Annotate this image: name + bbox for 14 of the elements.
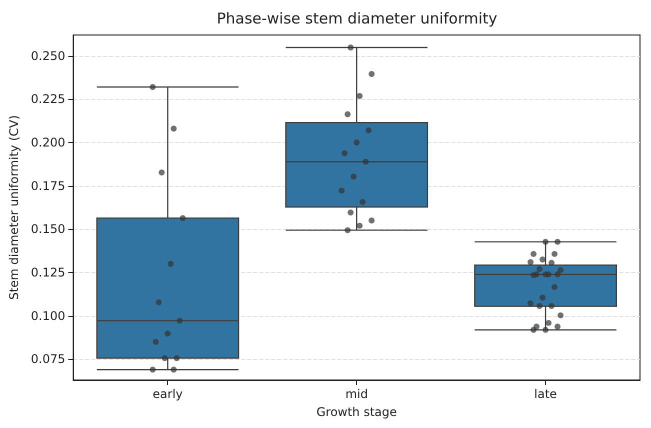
x-tick-label: early bbox=[152, 387, 183, 401]
chart-title: Phase-wise stem diameter uniformity bbox=[216, 10, 498, 28]
x-tick-label: late bbox=[534, 387, 557, 401]
y-tick-label: 0.175 bbox=[30, 178, 66, 193]
y-tick-label: 0.250 bbox=[30, 48, 66, 63]
y-axis-title: Stem diameter uniformity (CV) bbox=[7, 115, 21, 300]
y-tick-label: 0.150 bbox=[30, 222, 66, 236]
y-tick-label: 0.100 bbox=[30, 308, 66, 323]
y-tick-label: 0.200 bbox=[30, 135, 66, 150]
y-tick-label: 0.125 bbox=[30, 266, 66, 280]
x-axis-title: Growth stage bbox=[316, 405, 397, 419]
x-tick-label: mid bbox=[345, 387, 368, 401]
y-tick-label: 0.075 bbox=[30, 352, 66, 366]
y-tick-label: 0.225 bbox=[30, 92, 66, 106]
